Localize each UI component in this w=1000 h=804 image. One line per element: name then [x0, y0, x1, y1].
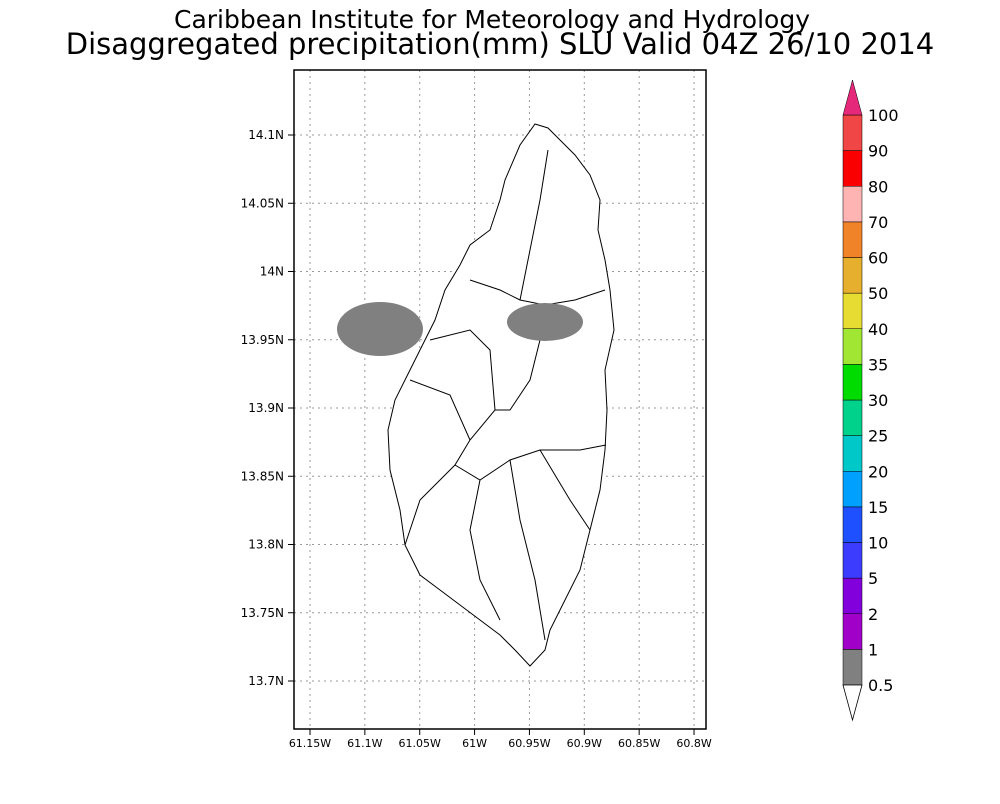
legend-label: 0.5: [868, 676, 893, 695]
lat-label: 13.8N: [248, 538, 284, 552]
watershed-line: [469, 279, 606, 306]
lat-label: 13.85N: [241, 469, 284, 483]
color-box: [842, 328, 863, 365]
lat-label: 14.1N: [248, 128, 284, 142]
precip-area: [337, 302, 423, 356]
color-box: [842, 471, 863, 508]
lat-label: 13.9N: [248, 401, 284, 415]
lat-label: 13.75N: [241, 606, 284, 620]
watershed-line: [519, 149, 549, 301]
island-outline: [387, 123, 615, 667]
legend-label: 50: [868, 284, 888, 303]
color-box: [842, 364, 863, 401]
lon-label: 60.85W: [618, 737, 660, 750]
watershed-line: [509, 459, 546, 641]
color-box: [842, 257, 863, 294]
legend-label: 1: [868, 640, 878, 659]
color-box: [842, 399, 863, 436]
color-box: [842, 435, 863, 472]
watershed-line: [409, 379, 471, 441]
lat-label: 13.95N: [241, 333, 284, 347]
map-frame: [293, 69, 707, 730]
precip-area: [507, 303, 583, 341]
watershed-line: [469, 479, 501, 621]
subtitle: Disaggregated precipitation(mm) SLU Vali…: [66, 27, 935, 61]
legend-label: 40: [868, 320, 888, 339]
watershed-line: [495, 339, 541, 411]
lat-label: 13.7N: [248, 674, 284, 688]
lon-label: 60.95W: [508, 737, 550, 750]
title: Caribbean Institute for Meteorology and …: [174, 5, 810, 34]
legend-label: 2: [868, 605, 878, 624]
legend-label: 70: [868, 213, 888, 232]
watershed-line: [539, 449, 591, 531]
lon-label: 60.8W: [676, 737, 711, 750]
color-box: [842, 150, 863, 187]
legend-label: 60: [868, 249, 888, 268]
island: [387, 123, 615, 667]
color-box: [842, 114, 863, 151]
color-box: [842, 292, 863, 329]
lon-label: 60.9W: [567, 737, 602, 750]
legend-label: 100: [868, 106, 899, 125]
watershed-line: [404, 464, 456, 546]
lon-label: 61.15W: [289, 737, 331, 750]
over-triangle: [842, 79, 863, 116]
legend-label: 35: [868, 355, 888, 374]
legend-label: 20: [868, 462, 888, 481]
color-box: [842, 577, 863, 614]
color-box: [842, 649, 863, 686]
lon-label: 61.1W: [347, 737, 382, 750]
legend-label: 15: [868, 498, 888, 517]
legend-label: 10: [868, 534, 888, 553]
lat-label: 14.05N: [241, 196, 284, 210]
lon-label: 61W: [462, 737, 487, 750]
under-triangle: [842, 684, 863, 722]
legend-label: 25: [868, 427, 888, 446]
legend-label: 5: [868, 569, 878, 588]
lon-label: 61.05W: [399, 737, 441, 750]
color-box: [842, 506, 863, 543]
lat-label: 14N: [260, 265, 284, 279]
color-box: [842, 613, 863, 650]
color-box: [842, 221, 863, 258]
legend-label: 90: [868, 142, 888, 161]
color-box: [842, 542, 863, 579]
legend-label: 30: [868, 391, 888, 410]
color-box: [842, 186, 863, 223]
legend-label: 80: [868, 177, 888, 196]
